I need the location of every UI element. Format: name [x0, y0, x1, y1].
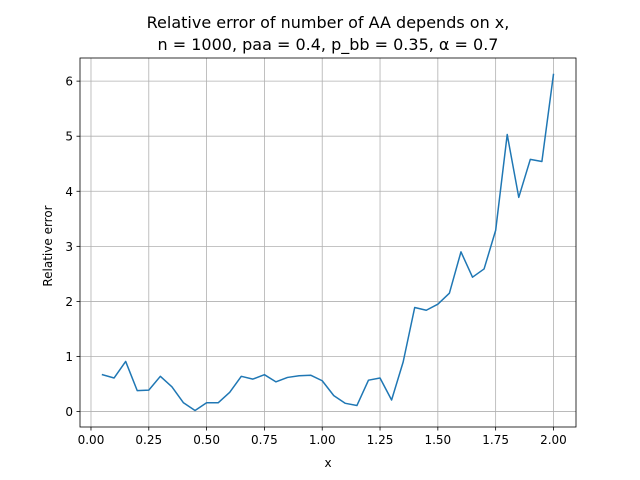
grid — [80, 58, 576, 427]
y-tick-label: 5 — [65, 130, 73, 144]
series-line — [101, 73, 555, 412]
x-tick-label: 0.50 — [193, 433, 220, 447]
y-tick-label: 6 — [65, 75, 73, 89]
y-tick-label: 1 — [65, 350, 73, 364]
x-tick-label: 0.25 — [135, 433, 162, 447]
y-ticks: 0 1 2 3 4 5 6 — [65, 75, 80, 419]
x-ticks: 0.00 0.25 0.50 0.75 1.00 1.25 1.50 1.75 2.00 — [78, 427, 567, 447]
chart-title: Relative error of number of AA depends o… — [147, 13, 510, 32]
y-tick-label: 4 — [65, 185, 73, 199]
y-tick-label: 0 — [65, 405, 73, 419]
x-tick-label: 1.50 — [424, 433, 451, 447]
x-tick-label: 2.00 — [540, 433, 567, 447]
series — [101, 73, 555, 412]
x-tick-label: 1.75 — [482, 433, 509, 447]
y-tick-label: 2 — [65, 295, 73, 309]
y-tick-label: 3 — [65, 240, 73, 254]
x-tick-label: 1.25 — [367, 433, 394, 447]
x-tick-label: 0.75 — [251, 433, 278, 447]
chart-subtitle: n = 1000, paa = 0.4, p_bb = 0.35, α = 0.… — [158, 35, 499, 55]
axes-frame — [79, 57, 577, 428]
y-axis-label: Relative error — [41, 205, 55, 286]
x-axis-label: x — [324, 456, 331, 470]
x-tick-label: 1.00 — [309, 433, 336, 447]
x-tick-label: 0.00 — [78, 433, 105, 447]
